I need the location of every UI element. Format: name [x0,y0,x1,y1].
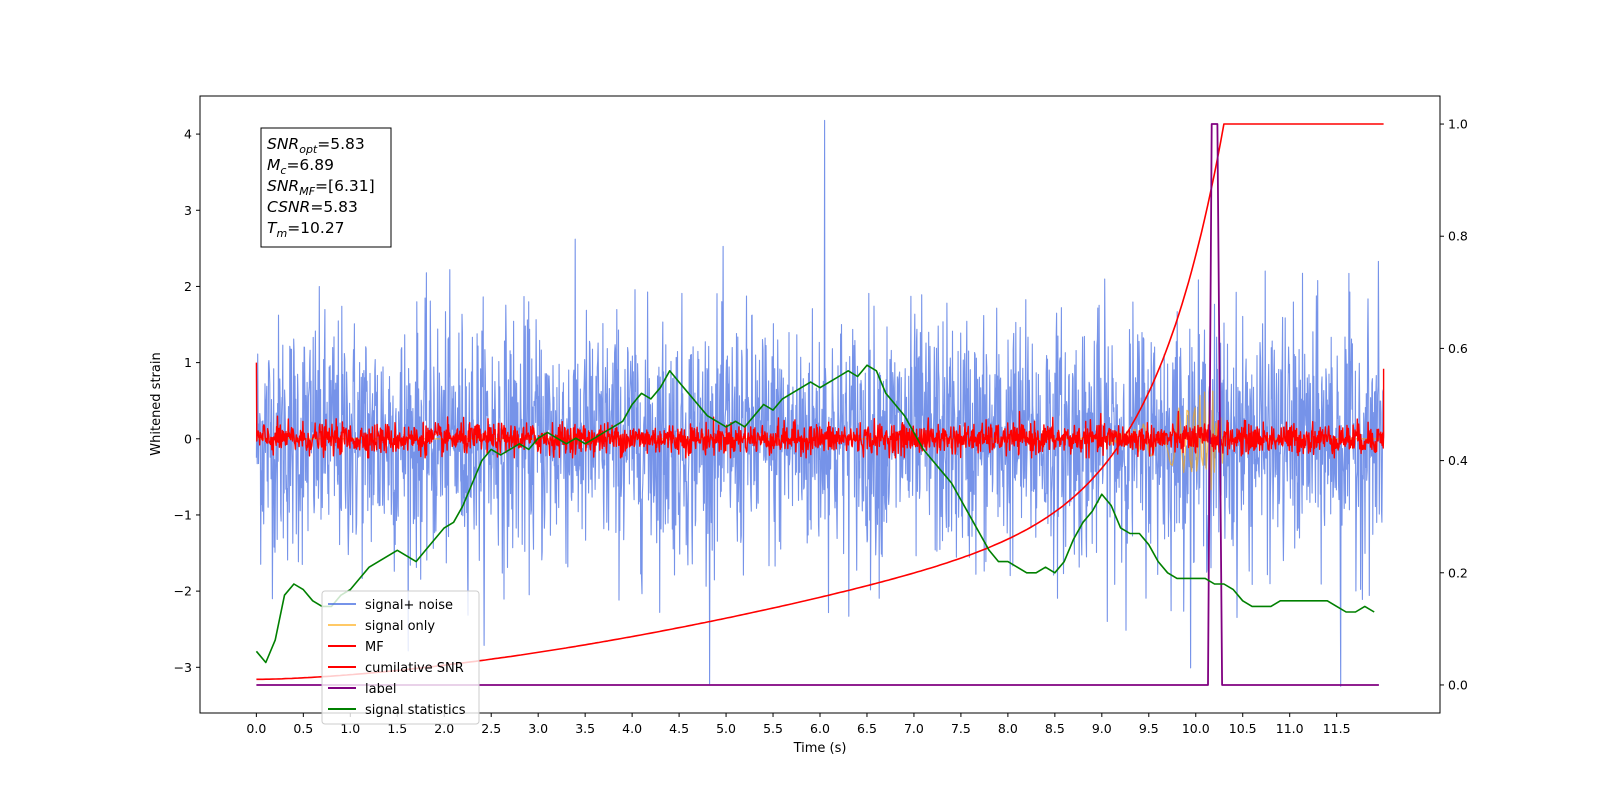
legend: signal+ noise signal only MF cumilative SNR… [321,590,480,725]
y-left-tick-label: 0 [184,431,192,446]
info-line-symbol: SNR [267,177,299,195]
series-signal-statistics [255,364,1375,664]
info-line-value: =5.83 [317,135,365,153]
legend-label: signal statistics [365,703,466,718]
info-line-symbol: CSNR [267,198,310,216]
info-line: Mc=6.89 [267,156,334,177]
x-tick-label: 4.5 [669,721,689,736]
x-tick-label: 1.0 [340,721,360,736]
y-right-tick-label: 0.4 [1448,453,1468,468]
x-axis-label: Time (s) [793,741,847,756]
info-line-value: =6.89 [286,156,334,174]
x-tick-label: 10.0 [1182,721,1210,736]
info-annotation-box: SNRopt=5.83Mc=6.89SNRMF=[6.31]CSNR=5.83T… [260,127,392,248]
info-line: Tm=10.27 [267,219,345,240]
x-tick-label: 0.5 [293,721,313,736]
y-right-tick-label: 0.6 [1448,341,1468,356]
y-axis-label: Whitened strain [149,352,164,455]
legend-label: signal only [365,619,435,634]
info-line: SNRMF=[6.31] [267,177,375,198]
info-line: SNRopt=5.83 [267,135,365,156]
y-left-tick-label: −3 [174,660,192,675]
y-right-tick-label: 0.2 [1448,565,1468,580]
x-tick-label: 2.5 [481,721,501,736]
x-tick-label: 0.0 [246,721,266,736]
x-tick-label: 7.0 [904,721,924,736]
y-right-tick-label: 1.0 [1448,117,1468,132]
info-line-value: =[6.31] [315,177,375,195]
y-right-tick-label: 0.0 [1448,677,1468,692]
y-axis-right: 1.0 0.8 0.6 0.4 0.2 0.0 [1440,117,1468,692]
info-line: CSNR=5.83 [267,198,358,216]
info-line-symbol: T [267,219,278,237]
y-left-tick-label: −1 [174,507,192,522]
info-line-subscript: c [280,164,286,177]
info-line-value: =10.27 [287,219,344,237]
info-line-symbol: M [267,156,280,174]
x-tick-label: 7.5 [951,721,971,736]
x-tick-label: 5.5 [763,721,783,736]
y-left-tick-label: 2 [184,279,192,294]
legend-label: signal+ noise [365,598,453,613]
x-tick-label: 4.0 [622,721,642,736]
x-tick-label: 3.0 [528,721,548,736]
x-tick-label: 6.5 [857,721,877,736]
x-tick-label: 5.0 [716,721,736,736]
y-left-tick-label: 1 [184,355,192,370]
legend-label: cumilative SNR [365,661,464,676]
y-left-tick-label: 3 [184,203,192,218]
x-tick-label: 9.5 [1139,721,1159,736]
y-right-tick-label: 0.8 [1448,229,1468,244]
y-left-tick-label: −2 [174,584,192,599]
x-tick-label: 11.0 [1276,721,1304,736]
legend-frame [321,590,480,725]
info-line-value: =5.83 [310,198,358,216]
x-tick-label: 1.5 [387,721,407,736]
series-mf [255,362,1385,459]
legend-label: MF [365,640,384,655]
y-axis-left: 4 3 2 1 0 −1 −2 −3 [174,127,200,675]
x-tick-label: 11.5 [1323,721,1351,736]
info-line-subscript: m [276,227,287,240]
x-tick-label: 2.0 [434,721,454,736]
x-tick-label: 8.5 [1045,721,1065,736]
info-line-symbol: SNR [267,135,299,153]
y-left-tick-label: 4 [184,127,192,142]
info-box-frame [260,127,392,248]
series-label [256,123,1379,686]
x-axis: 0.0 0.5 1.0 1.5 2.0 2.5 3.0 3.5 4.0 4.5 5.0 5.5 6.0 6… [246,713,1351,736]
legend-label: label [365,682,396,697]
x-tick-label: 10.5 [1229,721,1257,736]
x-tick-label: 3.5 [575,721,595,736]
info-line-subscript: opt [299,143,318,156]
x-tick-label: 6.0 [810,721,830,736]
x-tick-label: 9.0 [1092,721,1112,736]
x-tick-label: 8.0 [998,721,1018,736]
info-line-subscript: MF [299,185,315,198]
